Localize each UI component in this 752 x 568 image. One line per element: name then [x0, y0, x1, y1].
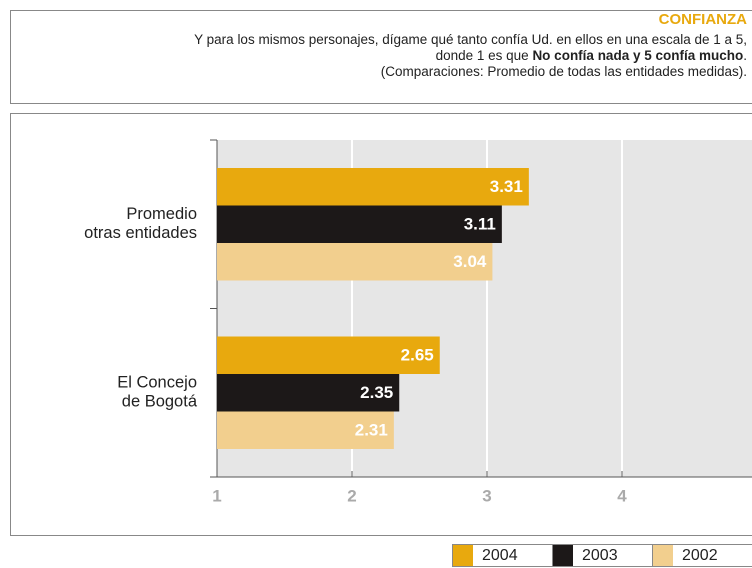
data-label: 2.65 [401, 346, 434, 365]
x-tick-label: 2 [347, 486, 356, 505]
subtitle-segment: donde 1 es que [436, 48, 533, 63]
subtitle-line: (Comparaciones: Promedio de todas las en… [381, 64, 747, 79]
legend-label: 2004 [482, 547, 518, 564]
subtitle-segment: No confía nada y 5 confía mucho [532, 48, 743, 63]
x-tick-label: 4 [617, 486, 627, 505]
data-label: 3.11 [464, 215, 496, 234]
legend-swatch [653, 545, 673, 566]
chart-title: CONFIANZA [659, 11, 747, 28]
legend-label: 2002 [682, 547, 718, 564]
x-tick-label: 3 [482, 486, 491, 505]
header-box [10, 10, 752, 104]
y-tick-label: El Concejo [117, 374, 197, 392]
legend-swatch [453, 545, 473, 566]
subtitle-segment: Y para los mismos personajes, dígame qué… [194, 32, 747, 47]
subtitle-segment: (Comparaciones: Promedio de todas las en… [381, 64, 747, 79]
data-label: 3.04 [453, 252, 487, 271]
legend-swatch [553, 545, 573, 566]
y-tick-label: Promedio [126, 205, 197, 223]
bar [217, 168, 529, 206]
data-label: 2.31 [355, 421, 388, 440]
bar [217, 411, 394, 449]
data-label: 2.35 [360, 383, 393, 402]
bar [217, 374, 400, 412]
bar [217, 243, 493, 281]
y-tick-label: de Bogotá [122, 393, 198, 411]
subtitle-segment: . [743, 48, 747, 63]
legend-cell [652, 544, 752, 567]
subtitle-line: Y para los mismos personajes, dígame qué… [194, 32, 747, 47]
bar [217, 205, 502, 243]
subtitle-line: donde 1 es que No confía nada y 5 confía… [436, 48, 747, 63]
legend-label: 2003 [582, 547, 618, 564]
bar [217, 336, 440, 374]
y-tick-label: otras entidades [84, 224, 197, 242]
x-tick-label: 1 [212, 486, 221, 505]
data-label: 3.31 [490, 177, 523, 196]
